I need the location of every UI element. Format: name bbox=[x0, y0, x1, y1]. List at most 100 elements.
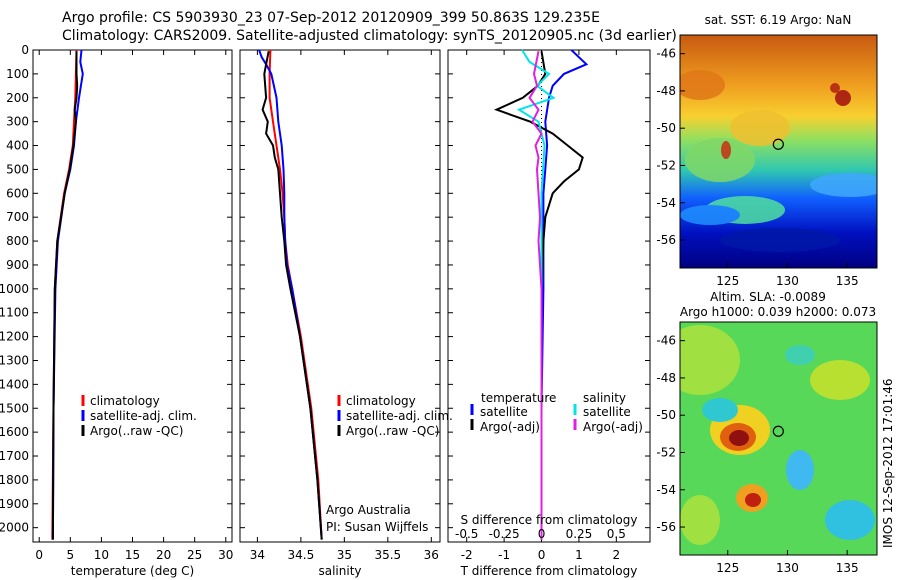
y-tick-label: 900 bbox=[6, 258, 29, 272]
map-x-tick-label: 135 bbox=[836, 274, 859, 288]
map-y-tick-label: -50 bbox=[656, 408, 676, 422]
secondary-tick-label: 0.5 bbox=[607, 527, 626, 541]
series-line-temperature-satellite bbox=[540, 49, 589, 540]
x-tick-label: -1 bbox=[498, 548, 510, 562]
argo-location-marker bbox=[772, 138, 784, 150]
y-tick-label: 500 bbox=[6, 162, 29, 176]
y-tick-label: 100 bbox=[6, 67, 29, 81]
map-y-tick-label: -48 bbox=[656, 84, 676, 98]
y-tick-label: 1100 bbox=[0, 306, 29, 320]
secondary-tick-label: 0 bbox=[538, 527, 546, 541]
y-tick-label: 700 bbox=[6, 210, 29, 224]
x-axis-label: temperature (deg C) bbox=[71, 564, 194, 578]
x-tick-label: 30 bbox=[218, 548, 233, 562]
legend-group-title: salinity bbox=[583, 391, 626, 405]
map-y-tick-label: -56 bbox=[656, 520, 676, 534]
series-line-salinity-argo-adj- bbox=[528, 51, 543, 540]
series-line-argo-raw-qc- bbox=[51, 51, 79, 540]
y-tick-label: 1200 bbox=[0, 330, 29, 344]
map-frame bbox=[679, 321, 878, 556]
legend-entry: satellite bbox=[480, 405, 528, 419]
map-y-tick-label: -46 bbox=[656, 334, 676, 348]
x-tick-label: 20 bbox=[156, 548, 171, 562]
legend-entry: satellite-adj. clim. bbox=[346, 409, 453, 423]
legend-entry: Argo(..raw -QC) bbox=[90, 424, 183, 438]
y-tick-label: 1500 bbox=[0, 401, 29, 415]
x-tick-label: 35 bbox=[337, 548, 352, 562]
y-tick-label: 800 bbox=[6, 234, 29, 248]
x-tick-label: 25 bbox=[187, 548, 202, 562]
map-y-tick-label: -50 bbox=[656, 121, 676, 135]
legend-entry: satellite-adj. clim. bbox=[90, 409, 197, 423]
y-tick-label: 1800 bbox=[0, 473, 29, 487]
x-tick-label: -2 bbox=[461, 548, 473, 562]
climatology-subtitle: Climatology: CARS2009. Satellite-adjuste… bbox=[62, 28, 677, 44]
map-x-tick-label: 125 bbox=[716, 274, 739, 288]
sla-subtitle: Argo h1000: 0.039 h2000: 0.073 bbox=[680, 305, 876, 319]
plot-frame-1 bbox=[32, 49, 233, 543]
legend-entry: Argo(..raw -QC) bbox=[346, 424, 439, 438]
x-tick-label: 1 bbox=[575, 548, 583, 562]
y-tick-label: 1700 bbox=[0, 449, 29, 463]
plot-frame-3 bbox=[447, 49, 651, 543]
map-x-tick-label: 130 bbox=[776, 561, 799, 575]
legend-entry: Argo(-adj) bbox=[480, 420, 540, 434]
legend-group-title: temperature bbox=[481, 391, 556, 405]
secondary-axis-label: S difference from climatology bbox=[461, 513, 638, 527]
legend-entry: climatology bbox=[346, 394, 416, 408]
x-tick-label: 34.5 bbox=[288, 548, 315, 562]
series-line-salinity-satellite bbox=[516, 49, 556, 540]
series-line-climatology bbox=[268, 49, 323, 540]
x-tick-label: 34 bbox=[250, 548, 265, 562]
profile-title: Argo profile: CS 5903930_23 07-Sep-2012 … bbox=[62, 10, 600, 26]
x-tick-label: 0 bbox=[538, 548, 546, 562]
series-line-argo-raw-qc- bbox=[261, 51, 323, 540]
sla-map bbox=[680, 322, 877, 555]
x-tick-label: 36 bbox=[424, 548, 439, 562]
argo-location-marker bbox=[772, 425, 784, 437]
x-tick-label: 35.5 bbox=[374, 548, 401, 562]
legend-entry: satellite bbox=[583, 405, 631, 419]
y-tick-label: 300 bbox=[6, 115, 29, 129]
y-tick-label: 600 bbox=[6, 186, 29, 200]
secondary-tick-label: -0.5 bbox=[455, 527, 478, 541]
map-y-tick-label: -52 bbox=[656, 158, 676, 172]
argo-australia-label: Argo Australia bbox=[326, 503, 411, 517]
plot-frame-2 bbox=[239, 49, 441, 543]
x-axis-label: T difference from climatology bbox=[460, 564, 638, 578]
legend-entry: climatology bbox=[90, 394, 160, 408]
y-tick-label: 200 bbox=[6, 91, 29, 105]
x-axis-label: salinity bbox=[318, 564, 361, 578]
map-frame bbox=[679, 34, 878, 269]
series-line-temperature-argo-adj- bbox=[493, 51, 584, 540]
y-tick-label: 1900 bbox=[0, 497, 29, 511]
y-tick-label: 400 bbox=[6, 139, 29, 153]
map-y-tick-label: -54 bbox=[656, 483, 676, 497]
sla-title: Altim. SLA: -0.0089 bbox=[710, 290, 826, 304]
pi-label: PI: Susan Wijffels bbox=[326, 520, 428, 534]
y-tick-label: 0 bbox=[21, 43, 29, 57]
y-tick-label: 1300 bbox=[0, 353, 29, 367]
map-y-tick-label: -52 bbox=[656, 445, 676, 459]
map-x-tick-label: 130 bbox=[776, 274, 799, 288]
x-tick-label: 10 bbox=[94, 548, 109, 562]
map-x-tick-label: 125 bbox=[716, 561, 739, 575]
x-tick-label: 0 bbox=[35, 548, 43, 562]
series-line-satellite-adj-clim- bbox=[51, 49, 84, 540]
x-tick-label: 5 bbox=[66, 548, 74, 562]
sst-title: sat. SST: 6.19 Argo: NaN bbox=[705, 13, 852, 27]
imos-stamp: IMOS 12-Sep-2012 17:01:46 bbox=[881, 378, 895, 548]
secondary-tick-label: 0.25 bbox=[566, 527, 593, 541]
x-tick-label: 15 bbox=[125, 548, 140, 562]
legend-entry: Argo(-adj) bbox=[583, 420, 643, 434]
map-x-tick-label: 135 bbox=[836, 561, 859, 575]
map-y-tick-label: -46 bbox=[656, 47, 676, 61]
y-tick-label: 1600 bbox=[0, 425, 29, 439]
sst-map bbox=[680, 35, 877, 268]
y-tick-label: 1400 bbox=[0, 377, 29, 391]
secondary-tick-label: -0.25 bbox=[489, 527, 520, 541]
map-y-tick-label: -54 bbox=[656, 196, 676, 210]
y-tick-label: 2000 bbox=[0, 521, 29, 535]
map-y-tick-label: -56 bbox=[656, 233, 676, 247]
